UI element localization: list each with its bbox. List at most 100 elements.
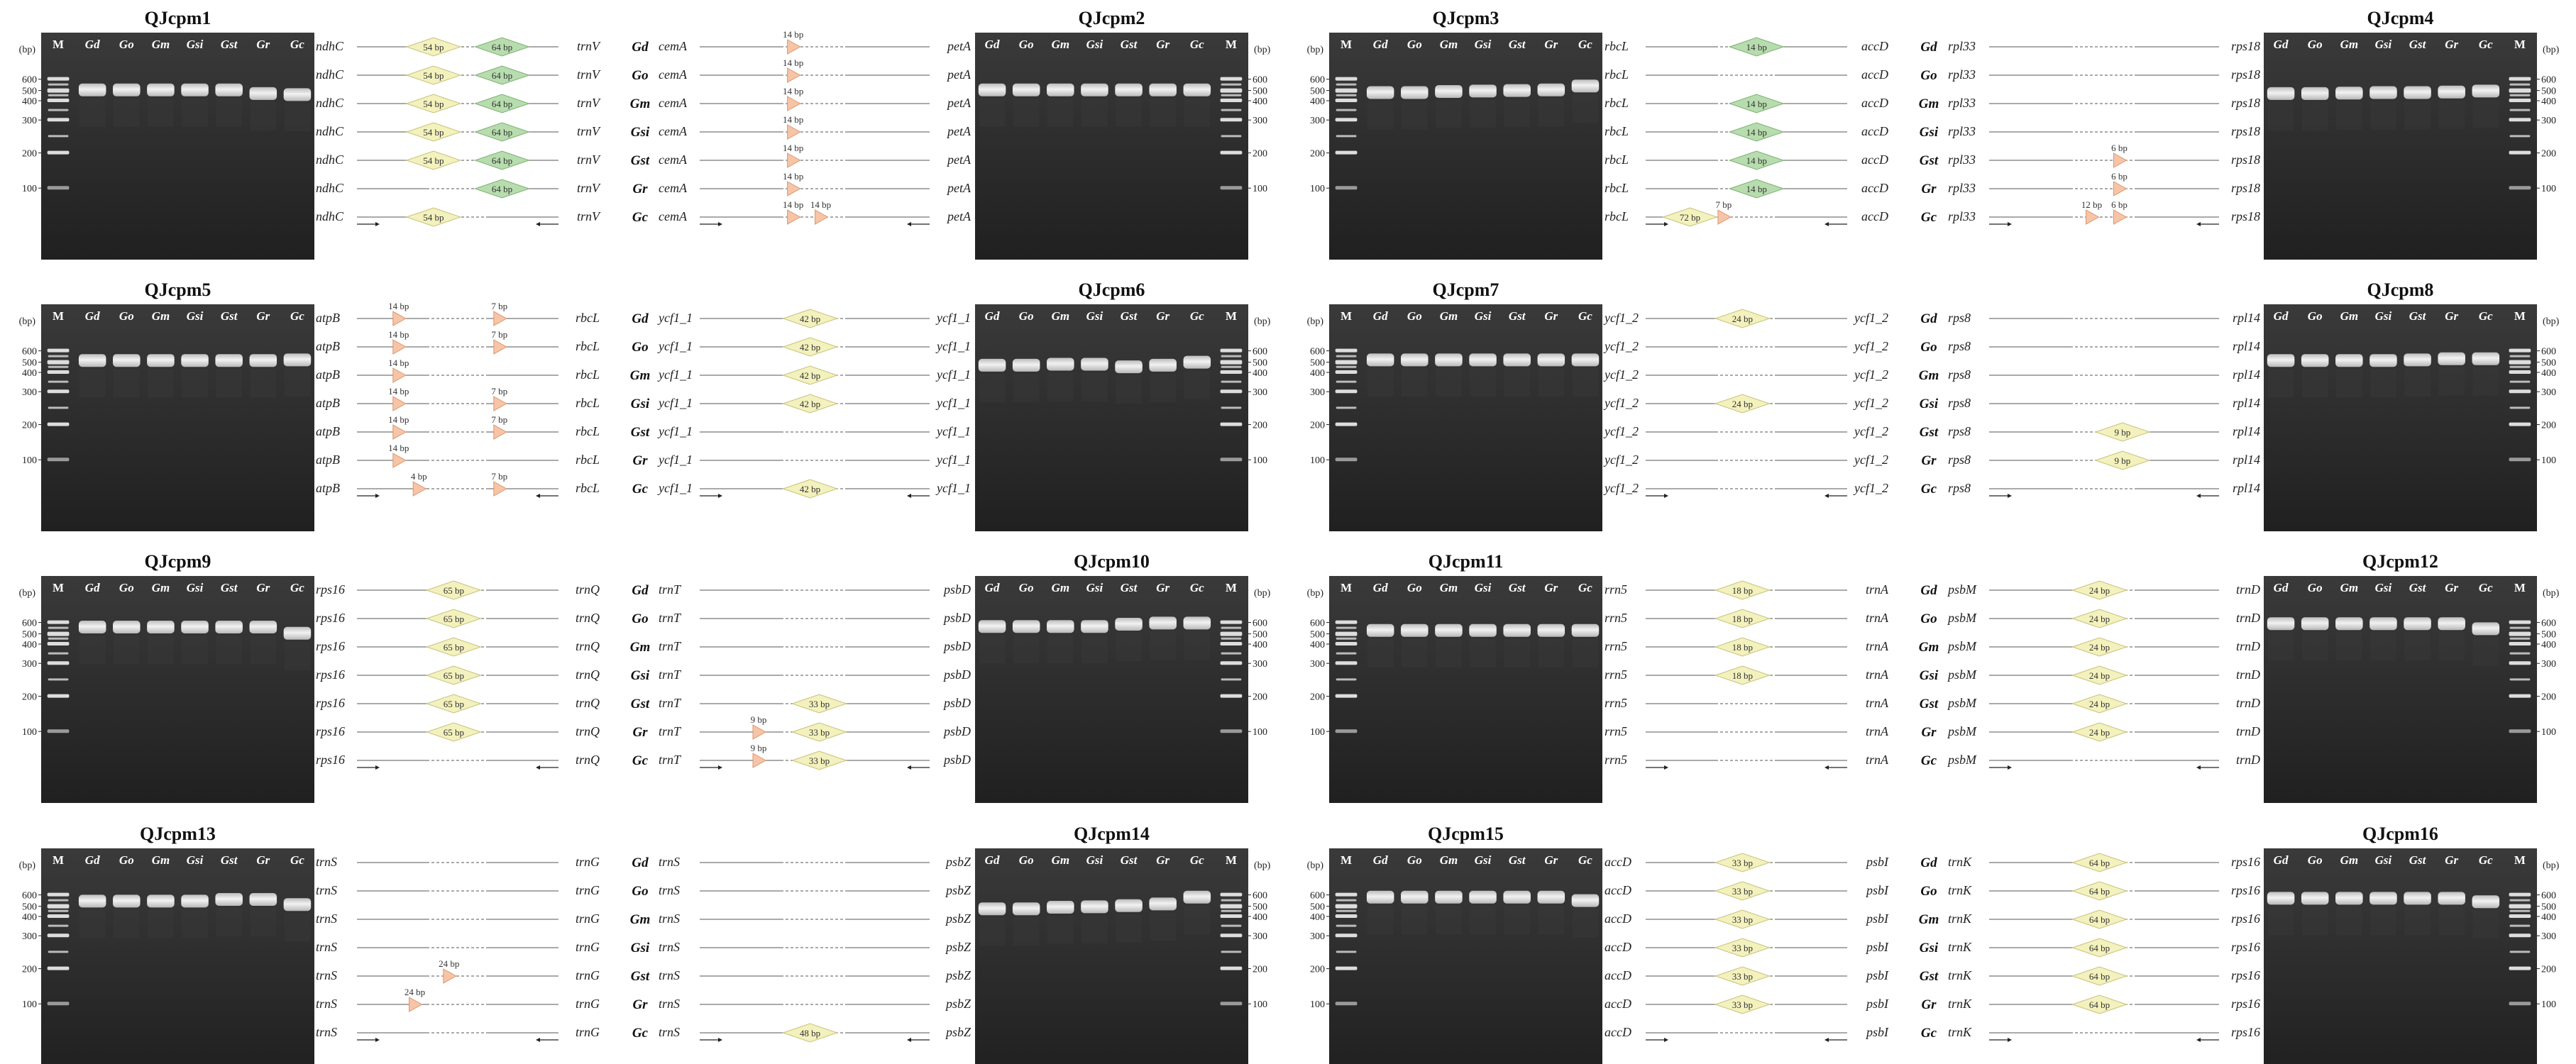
band-smear xyxy=(1572,368,1599,397)
species-label: Gc xyxy=(632,210,649,225)
ladder-band xyxy=(1336,135,1357,138)
gene-label-left: cemA xyxy=(659,124,688,138)
gene-label-right: ycf1_2 xyxy=(1853,424,1888,438)
lane-label: Gr xyxy=(256,581,270,594)
ladder-band xyxy=(1336,365,1357,368)
ladder-size-label: 400 xyxy=(22,368,37,379)
ladder-band xyxy=(47,88,70,93)
band-smear xyxy=(1436,638,1462,667)
primer-arrowhead xyxy=(2196,494,2201,498)
gene-label-left: atpB xyxy=(316,481,340,495)
band-smear xyxy=(2370,907,2396,936)
indel-size-label: 14 bp xyxy=(388,301,409,311)
ladder-band xyxy=(1220,694,1243,698)
insertion-size-label: 24 bp xyxy=(2089,585,2110,596)
sample-band xyxy=(2438,892,2465,905)
insertion-diamond xyxy=(1714,309,1771,328)
ladder-band xyxy=(1335,458,1358,462)
indel-size-label: 6 bp xyxy=(2111,143,2128,153)
ladder-band xyxy=(47,348,70,353)
species-label: Gd xyxy=(1920,583,1937,598)
indel-size-label: 24 bp xyxy=(404,987,425,997)
gene-label-right: trnQ xyxy=(576,696,600,710)
sample-band xyxy=(1115,899,1143,912)
lane-label: Gm xyxy=(1052,309,1070,323)
gene-label-left: atpB xyxy=(316,311,340,325)
ladder-size-label: 300 xyxy=(22,931,37,942)
primer-arrowhead xyxy=(375,1038,380,1042)
ladder-band xyxy=(48,899,69,902)
sample-band xyxy=(1435,890,1463,904)
species-column: Gd Go Gm Gsi Gst Gr Gc xyxy=(630,311,651,497)
band-smear xyxy=(2267,907,2294,936)
indel-triangle xyxy=(493,396,507,411)
band-smear xyxy=(2438,367,2465,396)
ladder-band xyxy=(47,77,70,81)
gene-label-left: ycf1_1 xyxy=(657,311,693,325)
ladder-size-label: 600 xyxy=(22,891,37,902)
band-smear xyxy=(1470,905,1496,934)
size-unit-label: (bp) xyxy=(1307,45,1324,55)
sample-band xyxy=(147,621,175,633)
insertion-size-label: 33 bp xyxy=(1732,971,1753,982)
indel-size-label: 14 bp xyxy=(783,29,803,40)
gene-label-right: trnA xyxy=(1866,724,1889,738)
lane-label: Gm xyxy=(152,309,170,323)
lane-label: Go xyxy=(119,581,134,594)
band-smear xyxy=(284,368,311,397)
band-smear xyxy=(250,908,277,936)
ladder-band xyxy=(47,904,70,909)
gene-label-left: trnT xyxy=(659,696,682,710)
panel-title: QJcpm10 xyxy=(1074,551,1150,572)
species-label: Gm xyxy=(1919,912,1939,927)
sample-band xyxy=(1435,353,1463,367)
sample-band xyxy=(1149,358,1177,372)
indel-triangle xyxy=(443,968,457,984)
gene-label-left: accD xyxy=(1605,968,1631,982)
ladder-band xyxy=(1336,924,1357,927)
ladder-band xyxy=(47,422,70,426)
band-smear xyxy=(148,369,174,398)
gene-label-left: rps16 xyxy=(316,611,345,625)
band-smear xyxy=(1081,98,1108,127)
insertion-diamond xyxy=(2071,881,2128,901)
ladder-size-label: 500 xyxy=(2541,902,2556,913)
gene-label-right: psbI xyxy=(1865,968,1889,982)
marker-diagram: trnK rps16 64 bp trnK rps16 64 bp trnK rps16 64 … xyxy=(1948,853,2260,1042)
gene-label-left: ycf1_1 xyxy=(657,339,693,353)
ladder-band xyxy=(2509,1002,2531,1006)
ladder-band xyxy=(2509,118,2531,122)
insertion-diamond xyxy=(1714,394,1771,414)
insertion-size-label: 24 bp xyxy=(2089,614,2110,624)
gene-label-right: trnG xyxy=(576,911,600,926)
insertion-diamond xyxy=(1714,966,1771,986)
band-smear xyxy=(1150,98,1176,127)
gene-label-left: ndhC xyxy=(316,209,344,223)
lane-label: Go xyxy=(1407,853,1422,867)
gene-label-right: trnQ xyxy=(576,582,600,597)
gene-label-right: ycf1_1 xyxy=(935,367,971,382)
gene-label-left: psbM xyxy=(1947,667,1977,682)
band-smear xyxy=(79,636,106,664)
band-smear xyxy=(2301,632,2328,661)
indel-size-label: 14 bp xyxy=(783,114,803,125)
ladder-band xyxy=(2509,186,2531,190)
species-label: Gr xyxy=(1921,453,1937,468)
panel-title: QJcpm13 xyxy=(140,824,216,844)
ladder-size-label: 300 xyxy=(1253,387,1267,398)
gene-label-right: trnD xyxy=(2236,753,2260,767)
band-smear xyxy=(1504,638,1530,667)
primer-arrowhead xyxy=(375,765,380,770)
ladder-band xyxy=(1220,458,1243,462)
ladder-size-label: 100 xyxy=(22,455,37,466)
sample-band xyxy=(215,893,243,906)
band-smear xyxy=(1402,638,1428,667)
ladder-band xyxy=(1220,892,1243,897)
gene-label-left: rpl33 xyxy=(1948,153,1976,167)
lane-label: Gst xyxy=(1509,581,1526,594)
species-label: Go xyxy=(632,611,648,626)
gene-label-left: rrn5 xyxy=(1605,582,1627,597)
gene-label-left: trnT xyxy=(659,753,682,767)
ladder-size-label: 200 xyxy=(22,692,37,703)
lane-label: Go xyxy=(1019,309,1034,323)
